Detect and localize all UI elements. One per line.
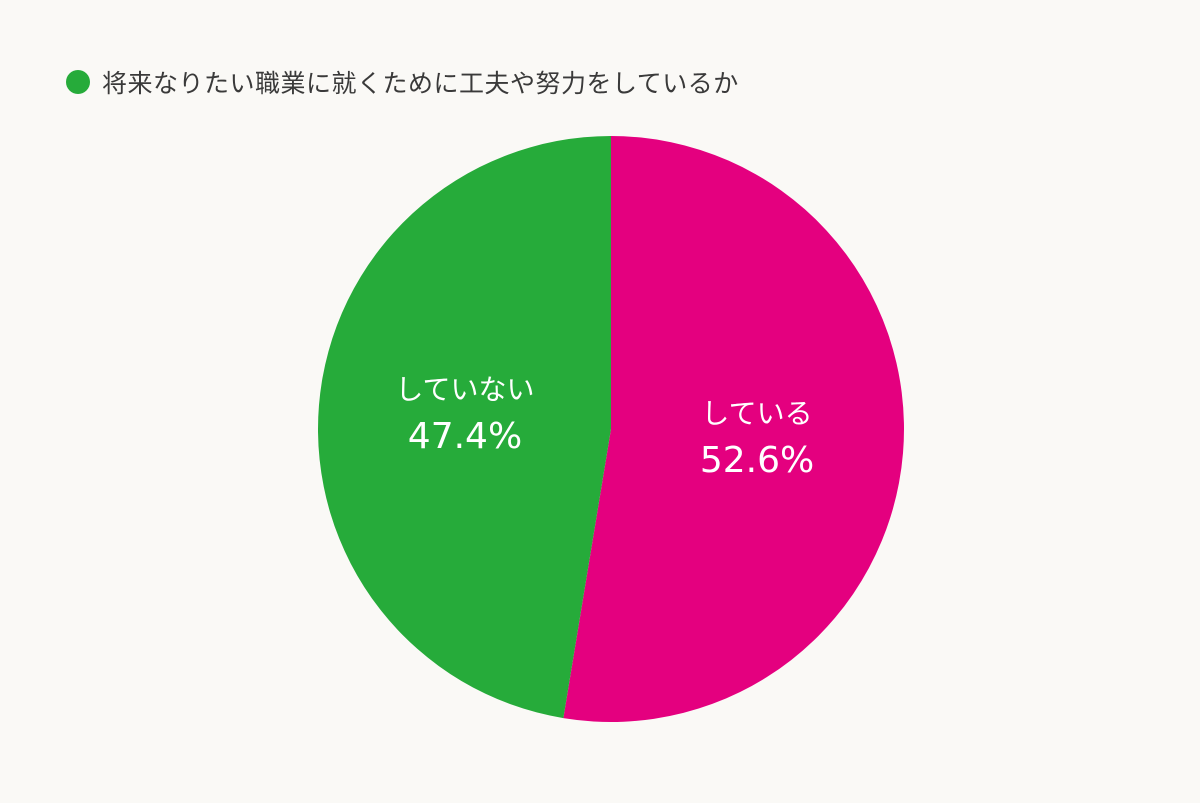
pie-slices [317, 136, 904, 722]
legend-label: 将来なりたい職業に就くために工夫や努力をしているか [102, 69, 739, 98]
slice-label-1: していない [395, 373, 534, 406]
pie-slice-1 [317, 136, 611, 719]
slice-value-0: 52.6% [700, 440, 814, 481]
chart-legend: 将来なりたい職業に就くために工夫や努力をしているか [66, 64, 739, 100]
pie-slice-0 [563, 136, 904, 722]
slice-value-1: 47.4% [408, 416, 522, 457]
pie-labels: している 52.6% していない 47.4% [395, 373, 814, 481]
slice-label-0: している [701, 397, 812, 430]
legend-marker [66, 70, 90, 94]
